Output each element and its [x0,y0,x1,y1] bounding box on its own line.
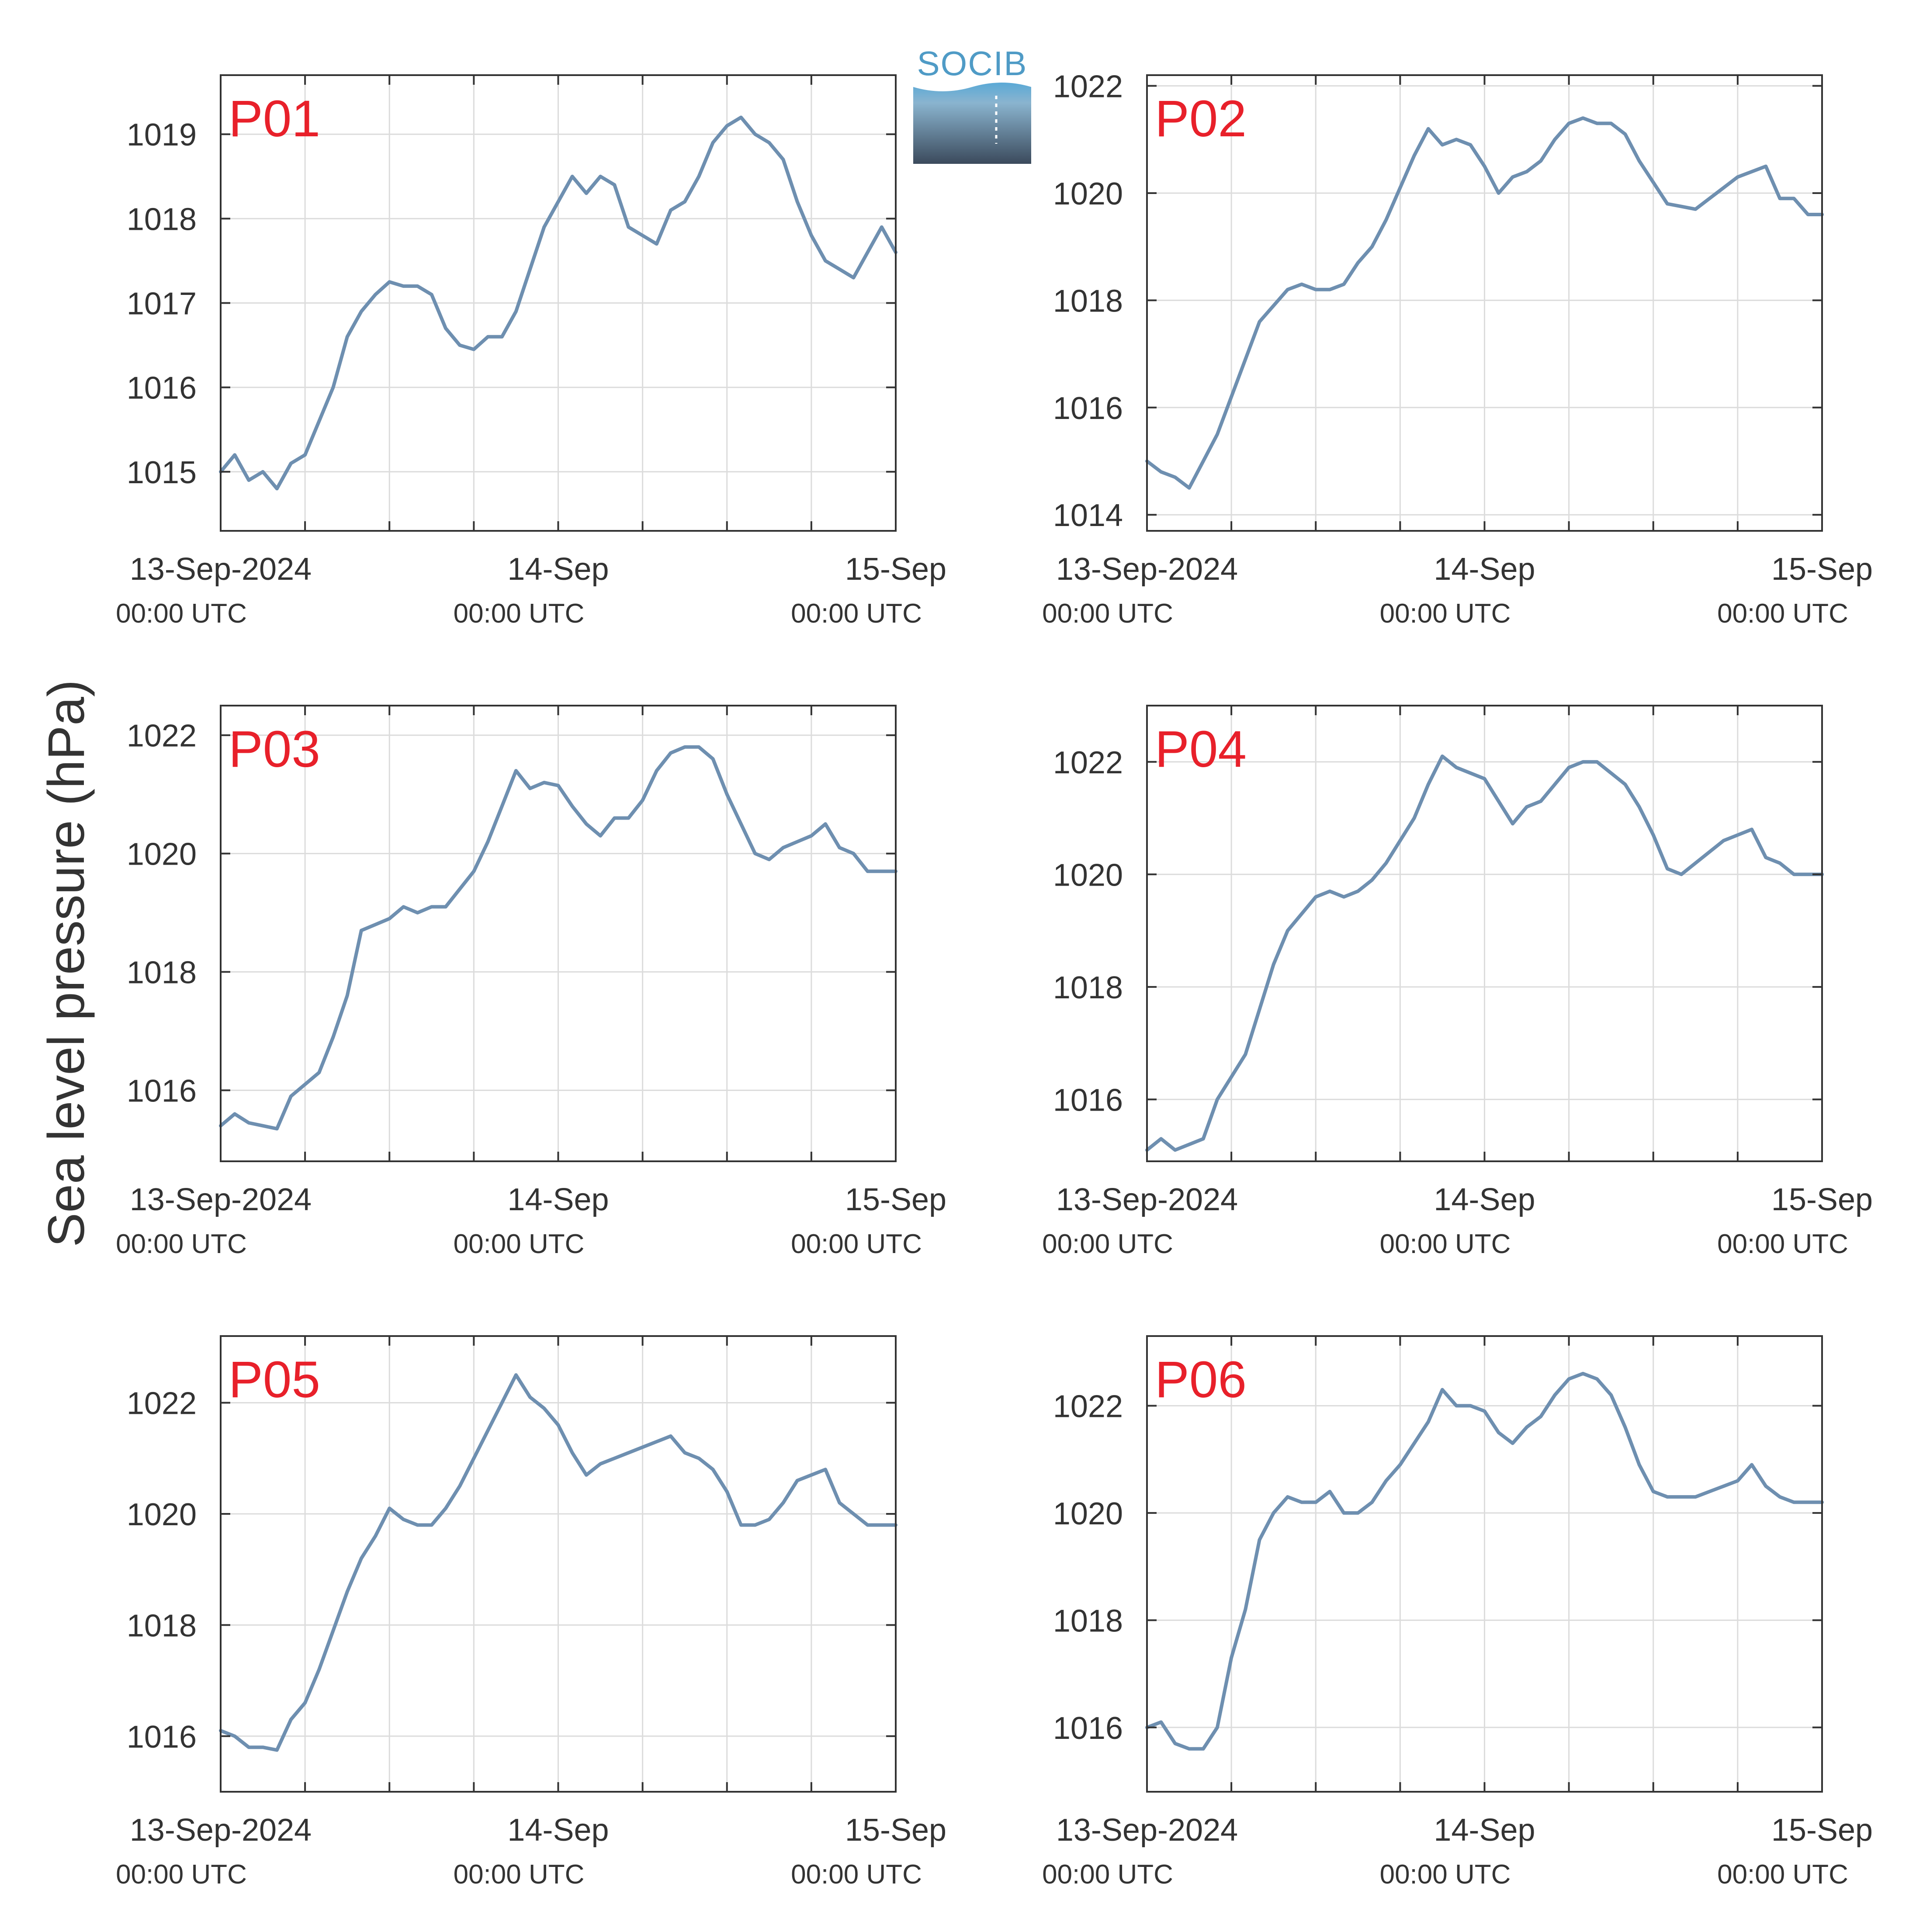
series-line-p06 [1145,1371,1824,1751]
x-tick-sublabel: 00:00 UTC [1380,1859,1511,1890]
x-tick-label: 15-Sep [1771,552,1873,587]
x-tick-sublabel: 00:00 UTC [454,599,585,629]
x-tick-label: 14-Sep [1434,552,1535,587]
y-tick-label: 1020 [1053,177,1123,211]
x-tick-label: 13-Sep-2024 [1056,552,1238,587]
series-line-p03 [219,745,897,1131]
x-tick-label: 14-Sep [1434,1813,1535,1848]
y-tick-label: 1018 [1053,284,1123,319]
x-tick-sublabel: 00:00 UTC [116,1229,247,1259]
y-tick-label: 1022 [1053,69,1123,104]
x-tick-label: 14-Sep [507,1813,609,1848]
x-tick-label: 13-Sep-2024 [130,1813,312,1848]
panel-p06: 1016 1018 1020 1022 13-Sep-2024 00:00 UTC 14-S… [1042,1335,1873,1890]
panel-p05: 1016 1018 1020 1022 13-Sep-2024 00:00 UTC 14-S… [116,1335,946,1890]
y-tick-label: 1022 [1053,745,1123,780]
x-tick-label: 15-Sep [845,552,946,587]
y-tick-label: 1020 [127,1497,197,1532]
socib-logo-graphic [913,83,1031,164]
panel-label: P03 [229,720,320,778]
x-tick-label: 15-Sep [845,1813,946,1848]
y-tick-label: 1022 [127,719,197,754]
y-tick-label: 1020 [1053,1496,1123,1531]
y-tick-label: 1018 [127,1608,197,1643]
y-tick-label: 1017 [127,287,197,322]
panel-p03: 1016 1018 1020 1022 13-Sep-2024 00:00 UTC 14-S… [116,705,946,1259]
y-tick-label: 1016 [1053,1711,1123,1746]
x-tick-label: 13-Sep-2024 [130,552,312,587]
panel-label: P06 [1155,1351,1247,1409]
series-line-p02 [1145,116,1824,490]
y-tick-label: 1016 [127,1720,197,1755]
x-tick-sublabel: 00:00 UTC [1380,1229,1511,1259]
panel-p01: 1015 1016 1017 1018 1019 13-Sep-2024 00:00 UTC… [116,74,946,629]
x-tick-sublabel: 00:00 UTC [1042,1229,1173,1259]
x-tick-sublabel: 00:00 UTC [791,1859,922,1890]
panel-p04: 1016 1018 1020 1022 13-Sep-2024 00:00 UTC 14-S… [1042,705,1873,1259]
x-tick-label: 14-Sep [1434,1182,1535,1217]
y-tick-label: 1016 [127,371,197,406]
x-tick-label: 15-Sep [1771,1813,1873,1848]
panel-label: P02 [1155,90,1247,148]
panel-label: P04 [1155,720,1247,778]
y-tick-label: 1014 [1053,498,1123,533]
panel-label: P01 [229,90,320,148]
series-line-p01 [219,115,897,491]
y-tick-label: 1018 [127,956,197,990]
y-tick-label: 1022 [127,1386,197,1421]
y-tick-label: 1016 [1053,1083,1123,1118]
x-tick-sublabel: 00:00 UTC [1380,599,1511,629]
x-tick-sublabel: 00:00 UTC [116,1859,247,1890]
x-tick-label: 15-Sep [845,1182,946,1217]
y-tick-label: 1019 [127,118,197,152]
x-tick-sublabel: 00:00 UTC [791,599,922,629]
x-tick-label: 14-Sep [507,552,609,587]
panel-label: P05 [229,1351,320,1409]
panel-p02: 1014 1016 1018 1020 1022 13-Sep-2024 00:00 UTC… [1042,69,1873,629]
y-tick-label: 1016 [127,1073,197,1108]
x-tick-sublabel: 00:00 UTC [1717,1859,1848,1890]
y-tick-label: 1018 [1053,1603,1123,1638]
socib-logo: SOCIB [913,46,1031,164]
x-tick-sublabel: 00:00 UTC [454,1859,585,1890]
y-tick-label: 1018 [127,202,197,237]
y-tick-label: 1020 [127,837,197,872]
y-tick-label: 1016 [1053,391,1123,426]
y-tick-label: 1022 [1053,1389,1123,1424]
y-tick-label: 1020 [1053,858,1123,893]
series-line-p05 [219,1373,897,1752]
x-tick-label: 13-Sep-2024 [1056,1813,1238,1848]
x-tick-sublabel: 00:00 UTC [1717,599,1848,629]
x-tick-label: 14-Sep [507,1182,609,1217]
x-tick-sublabel: 00:00 UTC [1717,1229,1848,1259]
x-tick-label: 13-Sep-2024 [130,1182,312,1217]
y-tick-label: 1015 [127,455,197,490]
x-tick-label: 15-Sep [1771,1182,1873,1217]
x-tick-label: 13-Sep-2024 [1056,1182,1238,1217]
x-tick-sublabel: 00:00 UTC [116,599,247,629]
x-tick-sublabel: 00:00 UTC [1042,599,1173,629]
x-tick-sublabel: 00:00 UTC [791,1229,922,1259]
x-tick-sublabel: 00:00 UTC [1042,1859,1173,1890]
series-line-p04 [1145,754,1824,1152]
socib-logo-text: SOCIB [917,44,1028,83]
x-tick-sublabel: 00:00 UTC [454,1229,585,1259]
y-tick-label: 1018 [1053,970,1123,1005]
figure-ylabel: Sea level pressure (hPa) [38,680,95,1247]
